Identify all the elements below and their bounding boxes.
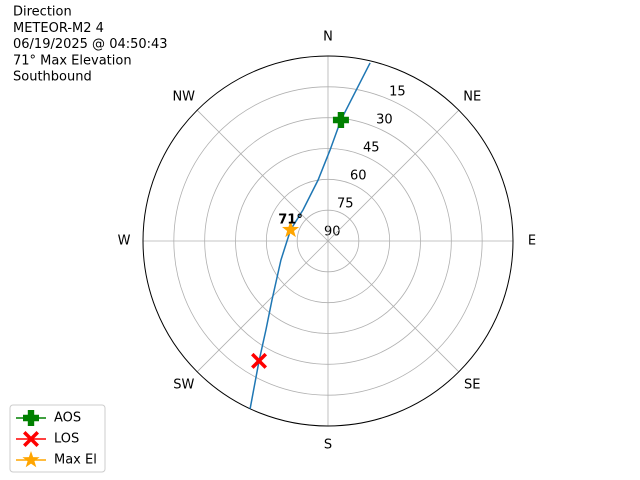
theta-tick-label: SE	[464, 378, 480, 393]
grid-spoke	[196, 240, 329, 373]
legend-label: Max El	[54, 453, 97, 468]
track-line	[249, 62, 371, 409]
title-line: METEOR-M2 4	[13, 21, 104, 36]
theta-tick-label: NW	[172, 89, 195, 104]
r-tick-label: 75	[337, 196, 354, 211]
grid-spoke	[196, 109, 329, 242]
title-line: Direction	[13, 5, 72, 20]
marker	[22, 451, 40, 468]
marker	[282, 220, 300, 238]
theta-tick-label: E	[528, 234, 536, 249]
marker	[23, 410, 39, 426]
grid-spoke	[327, 109, 460, 242]
r-tick-label: 45	[363, 141, 380, 156]
title-line: Southbound	[13, 70, 92, 85]
theta-tick-label: NE	[463, 89, 481, 104]
theta-tick-label: N	[323, 30, 333, 45]
marker	[332, 112, 349, 129]
frame	[142, 55, 514, 427]
theta-tick-label: W	[118, 234, 131, 249]
title-line: 71° Max Elevation	[13, 53, 132, 68]
legend: AOS LOS Max El	[9, 404, 106, 473]
value-label: 71°	[278, 212, 303, 227]
legend-label: LOS	[54, 432, 79, 447]
r-tick-label: 60	[350, 169, 367, 184]
marker	[251, 352, 268, 369]
r-tick-label: 30	[376, 113, 393, 128]
grid-spoke	[327, 240, 460, 373]
legend-label: AOS	[54, 411, 81, 426]
title-line: 06/19/2025 @ 04:50:43	[13, 37, 168, 52]
marker	[23, 431, 39, 447]
theta-tick-label: SW	[173, 378, 194, 393]
r-tick-label: 15	[389, 85, 406, 100]
theta-tick-label: S	[324, 438, 332, 453]
